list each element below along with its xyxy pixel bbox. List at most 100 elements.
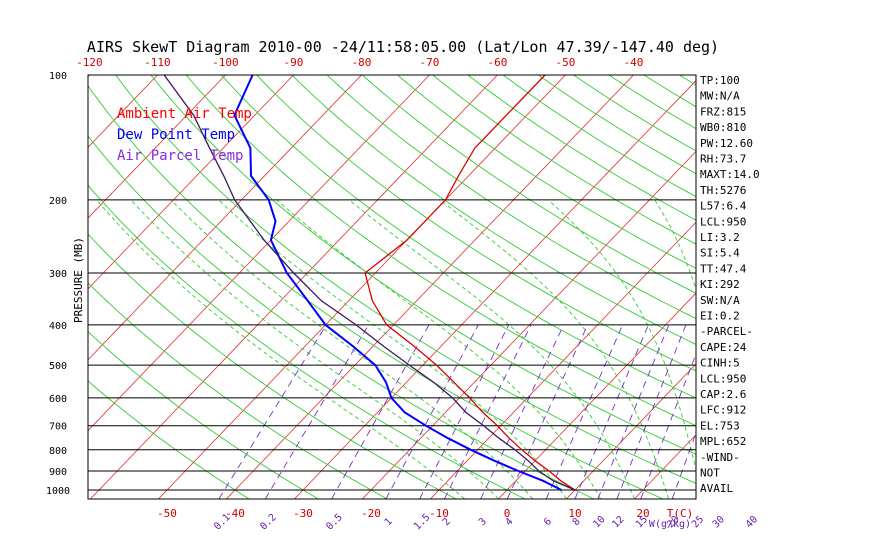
top-temp-tick-label: -120 [76,56,103,69]
mixing-ratio-label: 6 [542,516,554,528]
mixing-ratio-line [264,324,369,499]
dry-adiabat-line [537,75,696,175]
dry-adiabat-line [256,75,696,372]
dry-adiabat-line [502,75,696,198]
series-line-air-parcel-temp [163,75,576,491]
dry-adiabat-line [88,331,319,499]
isotherm-line [88,75,430,432]
pressure-tick-label: 200 [49,196,67,207]
mixing-ratio-label: 10 [591,514,607,530]
top-temp-tick-label: -50 [555,56,575,69]
isotherm-line [88,75,158,148]
index-entry: TH:5276 [700,184,746,197]
dry-adiabat-line [678,75,696,86]
series-line-ambient-air-temp [364,75,576,491]
isotherm-line [430,221,696,499]
dry-adiabat-line [88,380,250,499]
mixing-ratio-label: 12 [610,514,626,530]
mixing-ratio-line [640,352,696,499]
mixing-ratio-label: 0.2 [258,512,279,533]
dry-adiabat-line [572,75,696,152]
index-entry: FRZ:815 [700,105,746,118]
top-temp-tick-label: -110 [144,56,171,69]
x-axis-label: T(C) [667,507,694,520]
index-entry: MPL:652 [700,435,746,448]
index-entry: L57:6.4 [700,200,747,213]
pressure-tick-label: 1000 [46,486,70,497]
isotherm-line [771,56,870,499]
top-temp-tick-label: -80 [351,56,371,69]
series-layer [163,75,576,491]
legend-item: Dew Point Temp [117,127,235,143]
bottom-temp-tick-label: -40 [225,507,245,520]
moist-adiabat-grid [96,199,696,499]
isotherm-line [362,150,696,499]
indices-panel: TP:100 MW:N/A FRZ:815 WB0:810 PW:12.60 RH:73.… [700,74,760,495]
isotherm-line [88,75,226,219]
bottom-temp-tick-label: -30 [293,507,313,520]
index-entry: TP:100 [700,74,740,87]
bottom-temp-tick-label: -20 [361,507,381,520]
axes-layer: 1002003004005006007008009001000PRESSURE … [46,56,760,533]
dry-adiabat-line [220,75,696,399]
index-entry: RH:73.7 [700,153,746,166]
mixing-ratio-line [506,324,589,499]
dry-adiabat-line [396,75,696,269]
moist-adiabat-line [218,199,567,499]
legend: Ambient Air Temp Dew Point Temp Air Parcel… [117,106,252,164]
chart-title: AIRS SkewT Diagram 2010-00 -24/11:58:05.… [87,38,719,56]
mixing-ratio-grid [218,324,696,499]
plot-frame [87,74,697,500]
moist-adiabat-line [170,199,533,499]
index-entry: LI:3.2 [700,231,740,244]
pressure-tick-label: 800 [49,446,67,457]
dry-adiabat-line [88,233,456,499]
index-entry: MAXT:14.0 [700,168,760,181]
index-entry: EI:0.2 [700,310,740,323]
isotherm-line [566,363,696,499]
mixing-ratio-unit-label: W(g/kg) [649,519,691,530]
pressure-tick-label: 400 [49,321,67,332]
bottom-temp-tick-label: 10 [568,507,581,520]
dry-adiabat-line [326,75,696,320]
top-temp-tick-label: -60 [487,56,507,69]
mixing-ratio-label: 40 [744,514,760,530]
index-entry: LCL:950 [700,215,746,228]
pressure-tick-label: 300 [49,269,67,280]
mixing-ratio-line [480,324,565,499]
top-temp-tick-label: -40 [623,56,643,69]
mixing-ratio-label: 1 [383,516,395,528]
bottom-temp-tick-label: 20 [636,507,649,520]
index-entry: SI:5.4 [700,247,740,260]
mixing-ratio-line [574,324,649,499]
isotherm-line [839,56,870,499]
dry-adiabat-line [361,75,696,294]
index-entry: -WIND- [700,451,740,464]
pressure-tick-label: 700 [49,422,67,433]
dry-adiabat-line [88,135,594,499]
top-temp-tick-label: -90 [283,56,303,69]
bottom-temp-tick-label: 0 [504,507,511,520]
index-entry: EL:753 [700,419,740,432]
index-entry: SW:N/A [700,294,740,307]
isotherm-line [90,75,498,499]
mixing-ratio-label: 3 [477,516,489,528]
index-entry: TT:47.4 [700,262,747,275]
moist-adiabat-line [130,199,499,499]
moist-adiabat-line [439,199,670,499]
mixing-ratio-label: 4 [503,516,515,528]
pressure-tick-label: 500 [49,361,67,372]
pressure-tick-label: 900 [49,467,67,478]
index-entry: PW:12.60 [700,137,753,150]
mixing-ratio-line [671,431,696,499]
mixing-ratio-line [597,324,670,499]
index-entry: LFC:912 [700,404,746,417]
dry-adiabat-line [115,75,696,484]
pressure-tick-label: 600 [49,394,67,405]
mixing-ratio-line [218,324,327,499]
dry-adiabat-line [150,75,696,455]
dry-adiabat-line [432,75,696,245]
bottom-temp-tick-label: -10 [429,507,449,520]
mixing-ratio-line [444,324,532,499]
isotherm-line [294,80,696,499]
